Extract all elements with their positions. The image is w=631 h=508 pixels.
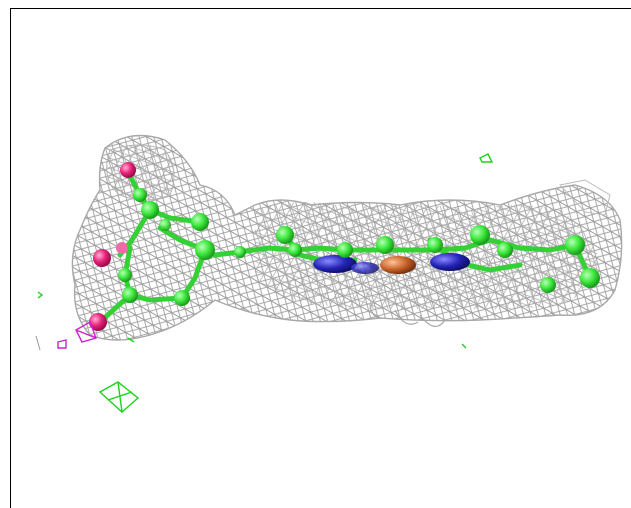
- carbon-atoms: [118, 188, 600, 306]
- porphyrin-core: [313, 253, 470, 274]
- viewport-top-border: [10, 8, 631, 9]
- viewport-left-border: [10, 8, 11, 508]
- difference-density-negative: [57, 320, 97, 349]
- density-mesh: [71, 134, 623, 341]
- stray-mesh-fragment: [35, 335, 41, 351]
- difference-density-positive: [37, 153, 494, 413]
- oxygen-atoms: [89, 162, 136, 331]
